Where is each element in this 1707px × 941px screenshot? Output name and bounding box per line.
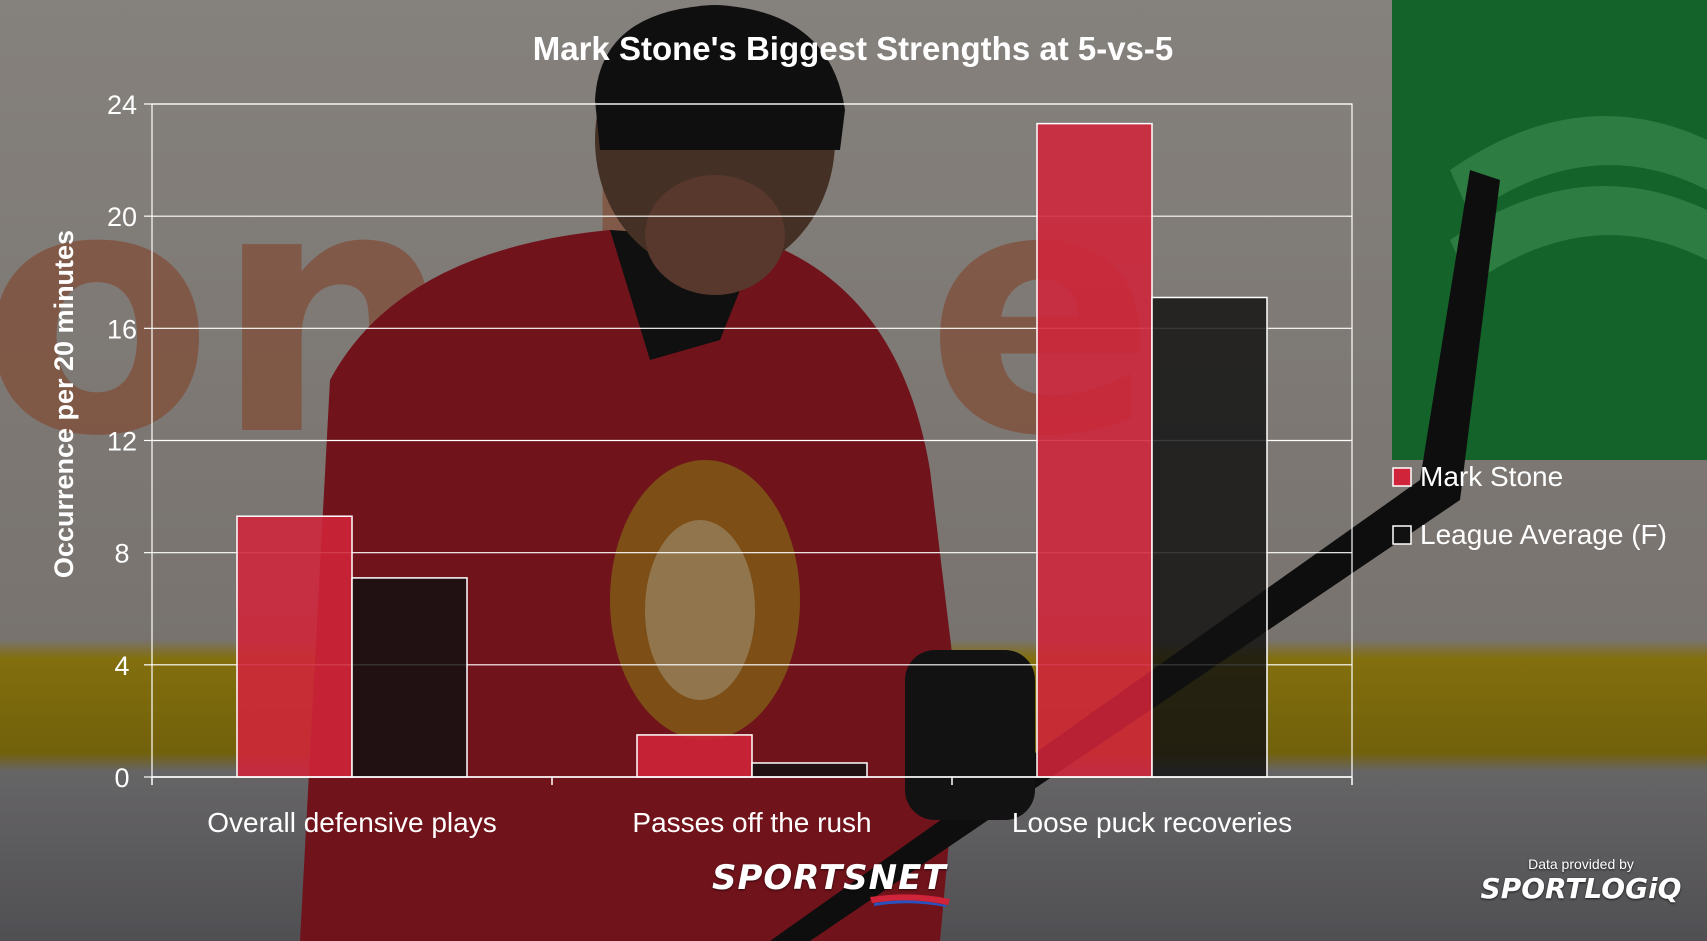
swoosh-icon	[870, 894, 950, 907]
sportsnet-logo-text: SPORTSNET	[712, 858, 947, 898]
x-tick-label: Overall defensive plays	[207, 807, 496, 838]
y-tick-label: 20	[107, 202, 137, 232]
sportlogiq-logo: SPORTLOGiQ	[1466, 872, 1696, 905]
bar-league-average-2	[1151, 296, 1268, 778]
legend-label-1: League Average (F)	[1420, 519, 1667, 550]
bar-mark-stone-2	[1036, 122, 1153, 778]
legend-swatch-0	[1392, 467, 1412, 487]
y-tick-labels: 0 4 8 12 16 20 24	[107, 90, 152, 793]
y-tick-label: 4	[114, 651, 129, 681]
sportsnet-logo: SPORTSNET	[712, 858, 947, 898]
x-tick-label: Passes off the rush	[632, 807, 871, 838]
legend-label-0: Mark Stone	[1420, 461, 1563, 492]
y-tick-label: 8	[114, 539, 129, 569]
data-credit: Data provided by	[1528, 856, 1634, 872]
bar-league-average-1	[751, 762, 868, 778]
legend: Mark Stone League Average (F)	[1392, 461, 1667, 550]
chart-title: Mark Stone's Biggest Strengths at 5-vs-5	[533, 30, 1174, 67]
y-tick-label: 0	[114, 763, 129, 793]
y-axis-label: Occurrence per 20 minutes	[49, 230, 79, 578]
bar-league-average-0	[351, 577, 468, 778]
x-tick-label: Loose puck recoveries	[1012, 807, 1292, 838]
bar-mark-stone-0	[236, 515, 353, 778]
y-tick-label: 12	[107, 427, 137, 457]
legend-swatch-1	[1392, 525, 1412, 545]
x-axis: Overall defensive plays Passes off the ru…	[151, 776, 1353, 838]
bar-mark-stone-1	[636, 734, 753, 778]
y-tick-label: 24	[107, 90, 137, 120]
y-tick-label: 16	[107, 314, 137, 344]
sportlogiq-logo-text: SPORTLOGiQ	[1480, 872, 1682, 905]
bars	[236, 122, 1268, 778]
